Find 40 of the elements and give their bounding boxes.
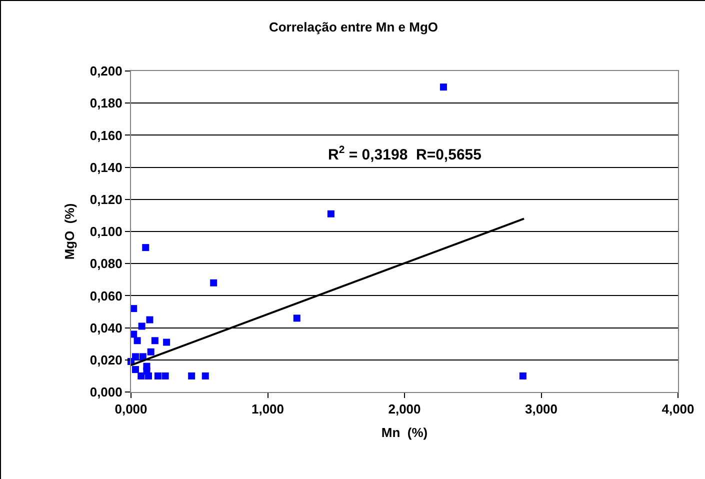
y-tick-label: 0,080 (90, 256, 122, 272)
x-axis-title: Mn (%) (381, 425, 428, 440)
point (139, 353, 146, 360)
point (188, 372, 196, 380)
point (440, 84, 447, 91)
y-tick-label: 0,160 (90, 128, 122, 143)
y-tick-label: 0,140 (90, 160, 122, 175)
x-tick-label: 1,000 (251, 402, 284, 417)
y-tick-label: 0,120 (90, 192, 122, 207)
y-tick-label: 0,200 (90, 64, 122, 79)
point (210, 279, 218, 286)
point (142, 244, 150, 252)
y-tick-label: 0,020 (90, 352, 122, 368)
x-tick-label: 4,000 (662, 402, 694, 417)
point (145, 372, 152, 380)
point (327, 210, 334, 218)
y-tick-label: 0,100 (90, 224, 122, 240)
point (293, 314, 300, 322)
point (132, 366, 140, 374)
y-tick-label: 0,180 (90, 96, 122, 111)
y-tick-label: 0,040 (90, 320, 122, 336)
point (519, 372, 526, 380)
x-tick-label: 3,000 (524, 402, 558, 417)
x-tick-label: 0,000 (114, 402, 148, 417)
point (151, 337, 158, 344)
point (163, 338, 170, 346)
annotation: R$^{2}$ = 0,3198 R=0,5655 (328, 144, 482, 164)
chart-title: Correlação entre Mn e MgO (268, 20, 438, 35)
y-tick-label: 0,000 (90, 384, 122, 400)
point (202, 372, 209, 380)
point (146, 316, 154, 324)
point (138, 372, 145, 380)
point (138, 322, 146, 330)
point (134, 337, 141, 344)
point (147, 348, 154, 356)
y-tick-label: 0,060 (90, 288, 122, 304)
point (162, 372, 169, 380)
x-tick-label: 2,000 (388, 402, 421, 417)
y-axis-title: MgO (%) (62, 203, 77, 260)
point (154, 372, 162, 380)
